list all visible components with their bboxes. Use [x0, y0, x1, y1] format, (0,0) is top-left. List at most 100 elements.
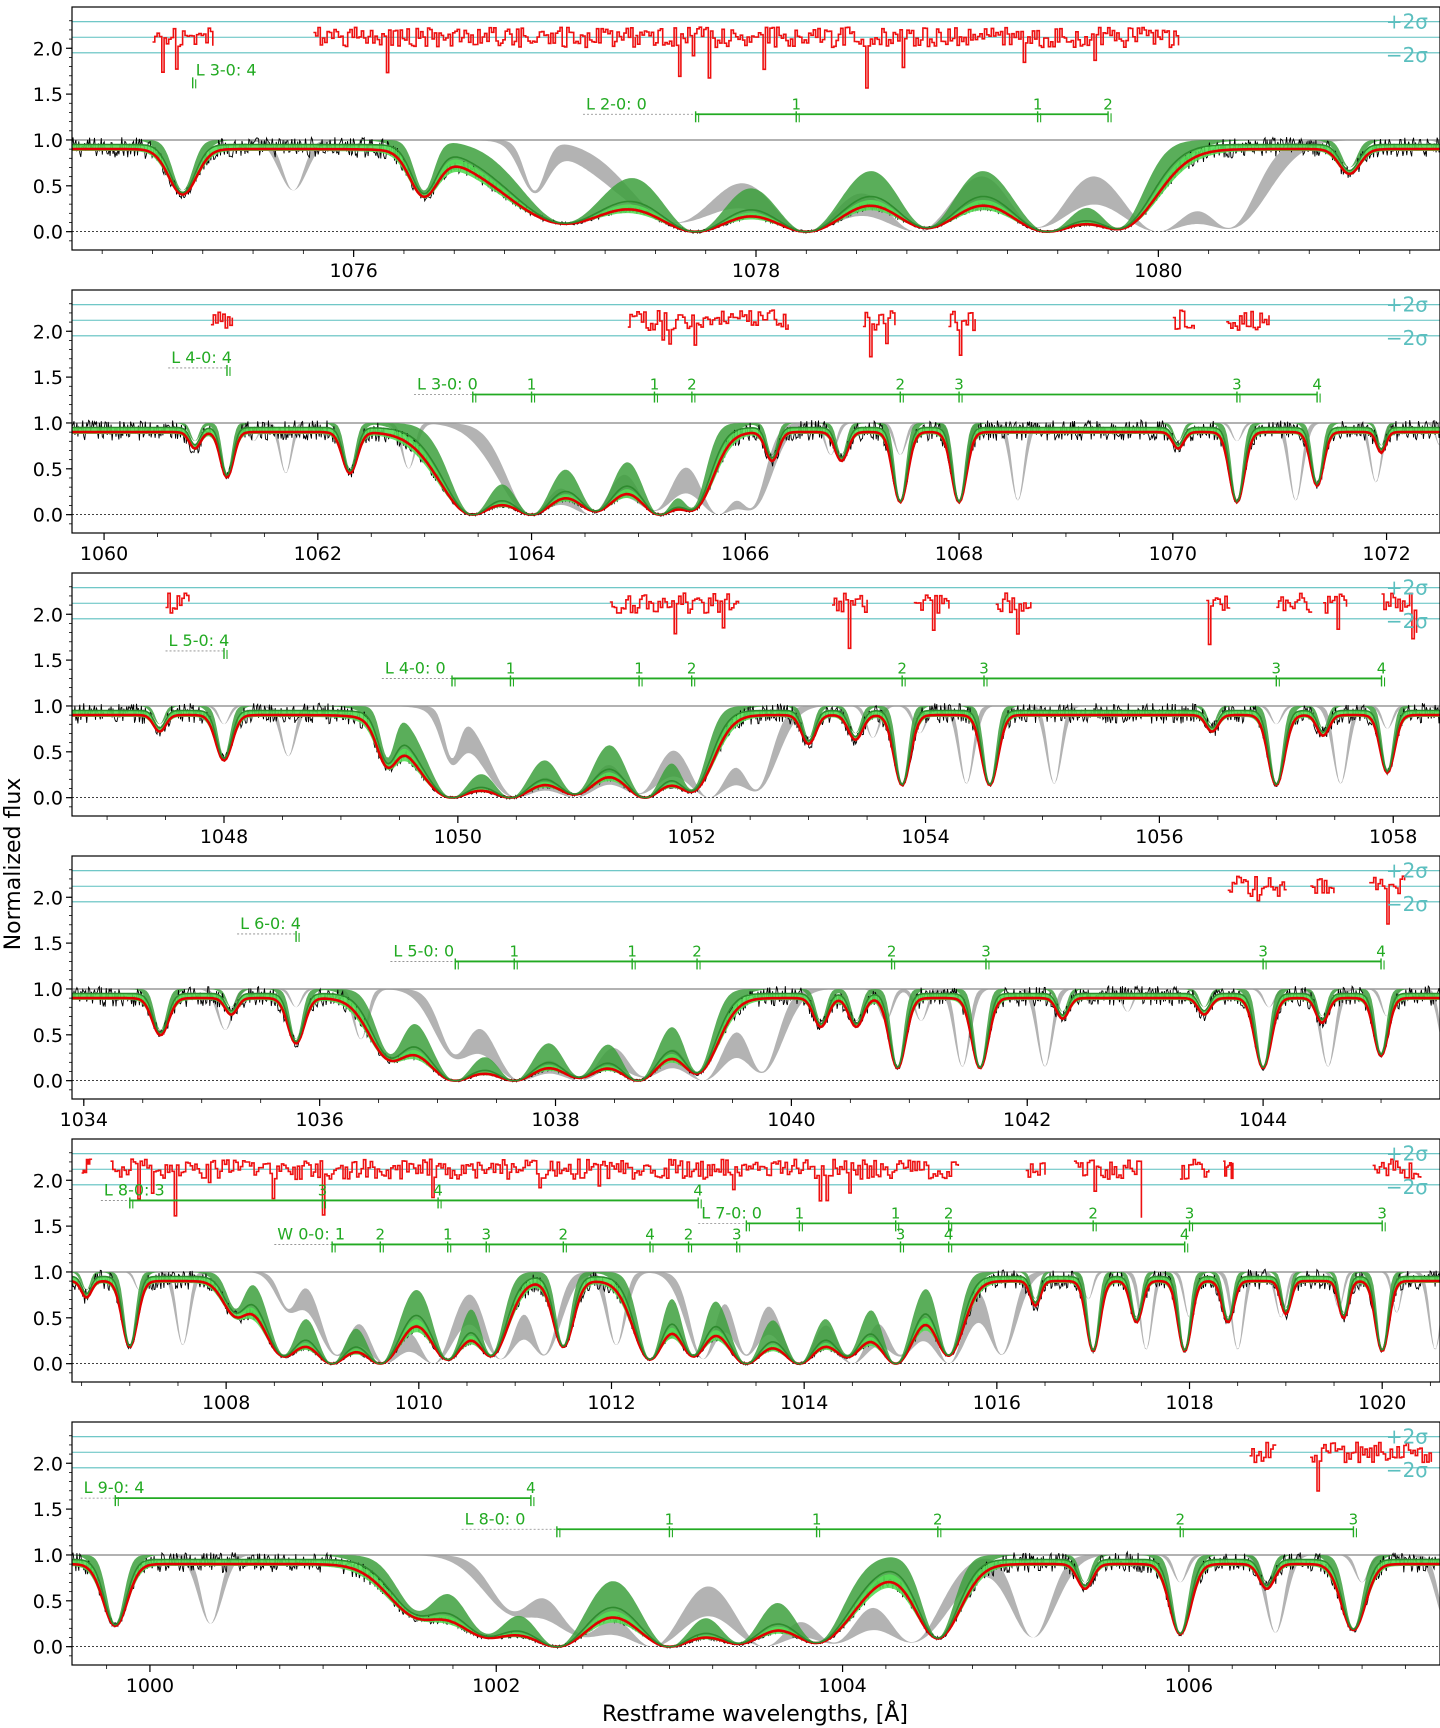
- panel-2: +2σ −2σ L 4-0: 4 L 3-0: 0 1 1 2 2 3 3 4 0.0 0.5 1.0 1.…: [33, 289, 1440, 565]
- y-tick-label: 2.0: [33, 38, 63, 60]
- x-tick-label: 1056: [1135, 826, 1183, 848]
- sigma-minus-label: −2σ: [1386, 609, 1428, 633]
- x-tick-label: 1038: [531, 1109, 579, 1131]
- y-tick-label: 0.5: [33, 1308, 63, 1330]
- panel-6: +2σ −2σ L 9-0: 4 4L 8-0: 0 1 1 2 2 3 0.0 0.5 1.0 1.5…: [33, 1421, 1440, 1697]
- series-tick-label: 2: [897, 659, 907, 677]
- x-tick-label: 1010: [395, 1392, 443, 1414]
- total-model-band: [72, 710, 1440, 798]
- series-tick-label: 3: [1377, 1204, 1387, 1222]
- line-series-marker: L 3-0: 0 1 1 2 2 3 3 4: [414, 375, 1322, 403]
- series-label: L 9-0: 4: [84, 1478, 145, 1497]
- series-tick-label: 4: [944, 1225, 954, 1243]
- series-tick-label: 1: [891, 1204, 901, 1222]
- residual-segment: [913, 594, 950, 631]
- series-tick-label: 1: [527, 376, 537, 394]
- plot-area: [72, 1153, 1440, 1367]
- series-label: L 5-0: 0: [393, 941, 454, 960]
- residual-segment: [1073, 1159, 1143, 1218]
- y-tick-label: 0.0: [33, 222, 63, 244]
- x-tick-label: 1014: [780, 1392, 828, 1414]
- residual-segment: [152, 27, 214, 73]
- panel-5: +2σ −2σ L 8-0: 3 3 4 4 L 7-0: 0 1 1 2 2 3 3 W 0-0: 1 2…: [33, 1138, 1440, 1414]
- x-tick-label: 1042: [1003, 1109, 1051, 1131]
- series-tick-label: 3: [318, 1181, 328, 1199]
- x-tick-label: 1016: [973, 1392, 1021, 1414]
- y-tick-label: 1.0: [33, 696, 63, 718]
- y-tick-label: 0.5: [33, 1025, 63, 1047]
- series-tick-label: 1: [665, 1510, 675, 1528]
- y-tick-label: 2.0: [33, 1453, 63, 1475]
- residual-segment: [81, 1158, 93, 1174]
- series-label: L 3-0: 4: [196, 60, 257, 79]
- series-tick-label: 1: [795, 1204, 805, 1222]
- series-label: L 2-0: 0: [586, 94, 647, 113]
- series-tick-label: 4: [1180, 1225, 1190, 1243]
- x-tick-label: 1034: [60, 1109, 108, 1131]
- x-tick-label: 1018: [1165, 1392, 1213, 1414]
- x-tick-label: 1048: [200, 826, 248, 848]
- x-tick-label: 1060: [80, 543, 128, 565]
- line-series-marker: L 4-0: 4: [168, 348, 232, 376]
- series-tick-label: 1: [634, 659, 644, 677]
- series-tick-label: 4: [693, 1181, 703, 1199]
- sigma-minus-label: −2σ: [1386, 326, 1428, 350]
- line-series-marker: L 8-0: 0 1 1 2 2 3: [461, 1509, 1358, 1538]
- series-tick-label: 3: [981, 942, 991, 960]
- x-tick-label: 1054: [901, 826, 949, 848]
- total-model-line: [72, 147, 1440, 234]
- line-series-marker: W 0-0: 1 2 1 3 2 4 2 3 3 4 4: [274, 1224, 1190, 1253]
- y-tick-label: 0.5: [33, 1591, 63, 1613]
- h2-model-line: [72, 1275, 1440, 1365]
- series-label: L 3-0: 0: [417, 375, 478, 394]
- series-tick-label: 3: [1258, 942, 1268, 960]
- series-tick-label: 2: [692, 942, 702, 960]
- x-tick-label: 1076: [329, 260, 377, 282]
- series-tick-label: 1: [627, 942, 637, 960]
- x-tick-label: 1004: [818, 1675, 866, 1697]
- residual-segment: [1276, 592, 1313, 613]
- axes-frame: [71, 572, 1440, 817]
- series-tick-label: 1: [506, 659, 516, 677]
- series-tick-label: 3: [481, 1225, 491, 1243]
- y-tick-label: 0.0: [33, 788, 63, 810]
- residual-segment: [627, 309, 789, 346]
- y-tick-label: 1.5: [33, 367, 63, 389]
- series-tick-label: 3: [1272, 659, 1282, 677]
- x-tick-label: 1064: [507, 543, 555, 565]
- series-tick-label: 2: [376, 1225, 386, 1243]
- x-tick-label: 1078: [732, 260, 780, 282]
- x-tick-label: 1070: [1149, 543, 1197, 565]
- y-tick-label: 0.5: [33, 459, 63, 481]
- line-series-marker: L 7-0: 0 1 1 2 2 3 3: [698, 1203, 1387, 1232]
- series-tick-label: 1: [1033, 95, 1043, 113]
- line-series-marker: L 4-0: 0 1 1 2 2 3 3 4: [381, 658, 1386, 687]
- series-tick-label: 4: [526, 1479, 536, 1497]
- x-tick-label: 1036: [295, 1109, 343, 1131]
- residual-segment: [1179, 1158, 1210, 1180]
- x-tick-label: 1050: [434, 826, 482, 848]
- residual-segment: [110, 1158, 960, 1217]
- residual-segment: [1310, 1441, 1433, 1492]
- series-label: L 7-0: 0: [701, 1203, 762, 1222]
- residual-segment: [1025, 1162, 1046, 1178]
- hd-component-band: [72, 1272, 1440, 1364]
- series-label: L 4-0: 0: [385, 658, 446, 677]
- residual-segment: [313, 26, 637, 74]
- y-tick-label: 1.5: [33, 650, 63, 672]
- x-tick-label: 1012: [587, 1392, 635, 1414]
- residual-segment: [948, 310, 976, 356]
- y-tick-label: 0.0: [33, 1637, 63, 1659]
- x-tick-label: 1008: [202, 1392, 250, 1414]
- series-tick-label: 2: [887, 942, 897, 960]
- y-tick-label: 1.5: [33, 1216, 63, 1238]
- x-tick-label: 1068: [935, 543, 983, 565]
- line-series-marker: L 3-0: 4: [192, 60, 257, 89]
- total-model-line: [72, 996, 1440, 1083]
- series-tick-label: 2: [1088, 1204, 1098, 1222]
- sigma-minus-label: −2σ: [1386, 892, 1428, 916]
- plot-area: [72, 21, 1440, 235]
- series-tick-label: 1: [812, 1510, 822, 1528]
- series-tick-label: 4: [645, 1225, 655, 1243]
